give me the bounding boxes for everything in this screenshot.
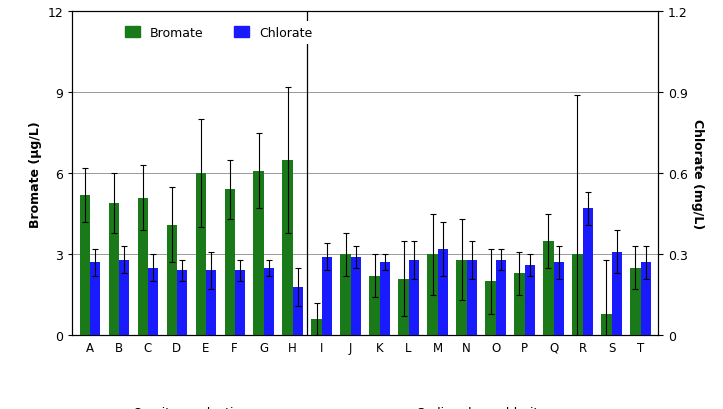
Bar (398, 279, 408, 335)
Bar (351, 257, 361, 335)
Text: Sodium hypochlorite: Sodium hypochlorite (416, 407, 546, 409)
Bar (544, 241, 554, 335)
Bar (408, 260, 419, 335)
Bar (90, 263, 100, 335)
Bar (225, 190, 235, 335)
Bar (554, 263, 564, 335)
Bar (341, 254, 351, 335)
Bar (602, 314, 612, 335)
Bar (485, 281, 495, 335)
Bar (380, 263, 390, 335)
Bar (369, 276, 380, 335)
Bar (641, 263, 651, 335)
Bar (456, 260, 466, 335)
Bar (437, 249, 448, 335)
Bar (515, 274, 525, 335)
Bar (466, 260, 476, 335)
Bar (264, 268, 274, 335)
Bar (119, 260, 129, 335)
Bar (235, 271, 245, 335)
Bar (427, 254, 437, 335)
Bar (525, 265, 535, 335)
Bar (312, 319, 322, 335)
Bar (573, 254, 583, 335)
Bar (283, 160, 293, 335)
Bar (108, 203, 119, 335)
Bar (137, 198, 147, 335)
Bar (147, 268, 158, 335)
Bar (195, 174, 205, 335)
Legend: Bromate, Chlorate: Bromate, Chlorate (119, 22, 317, 45)
Bar (176, 271, 187, 335)
Text: On-site production: On-site production (133, 407, 249, 409)
Bar (612, 252, 622, 335)
Bar (495, 260, 505, 335)
Bar (583, 209, 593, 335)
Y-axis label: Bromate (μg/L): Bromate (μg/L) (29, 121, 42, 227)
Bar (80, 196, 90, 335)
Bar (293, 287, 303, 335)
Bar (166, 225, 176, 335)
Bar (205, 271, 215, 335)
Y-axis label: Chlorate (mg/L): Chlorate (mg/L) (691, 119, 704, 229)
Bar (254, 171, 264, 335)
Bar (322, 257, 332, 335)
Bar (630, 268, 641, 335)
